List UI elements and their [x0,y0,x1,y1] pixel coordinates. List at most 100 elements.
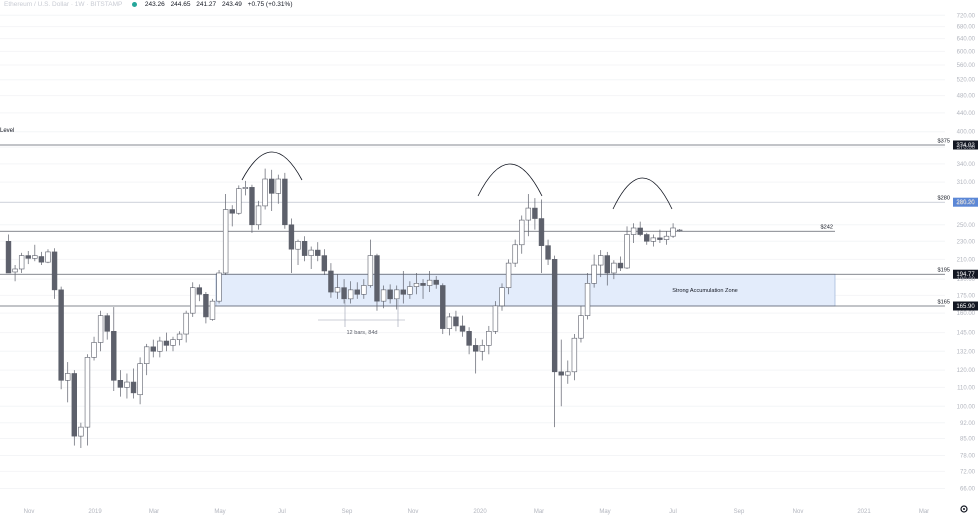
candle-body [255,205,262,226]
candle-body [137,363,143,396]
candle-body [315,249,321,256]
candle-body [203,293,209,318]
candle-body [222,209,229,274]
candle-body [209,300,216,320]
time-tick-label: Jul [669,509,677,515]
arc-drawing[interactable] [241,151,303,181]
candle-body [321,255,328,272]
time-tick-label: May [599,509,610,515]
candle-body [334,287,341,293]
candle-body [78,426,84,437]
candle-body [486,331,492,346]
candle-body [229,209,235,214]
price-tick-label: 600.00 [957,49,976,55]
time-tick-label: Nov [408,509,419,515]
price-axis[interactable]: 720.00 680.00 640.00 600.00 560.00 520.00 480.… [957,13,976,492]
level-label: $165 [938,300,950,306]
candle-body [420,283,426,286]
price-tick-label: 210.00 [957,257,976,263]
accumulation-zone-rect[interactable] [215,273,836,307]
candle-body [249,187,255,226]
time-tick-label: Mar [149,509,159,515]
time-tick-label: Nov [24,509,35,515]
candle-body [301,240,308,256]
price-tag [953,140,978,150]
candle-body [505,262,512,288]
candle-body [71,373,78,437]
candle-body [367,255,374,286]
candle-body [637,227,643,235]
accumulation-zone[interactable]: Strong Accumulation Zone [215,273,836,307]
time-tick-label: May [214,509,225,515]
time-axis[interactable]: Nov 2019 Mar May Jul Sep Nov 2020 Mar May Jul Sep No… [24,509,930,515]
price-tick-label: 480.00 [957,94,976,100]
chart-header: Ethereum / U.S. Dollar · 1W · BITSTAMP 2… [4,1,296,8]
candle-body [190,287,196,314]
candle-body [143,346,150,364]
grid [0,14,945,490]
time-tick-label: Nov [793,509,804,515]
horizontal-levels[interactable]: $375 374.02 $280 280.20 $242 $195 194.77 $165 16… [0,139,978,311]
candle-body [170,339,176,346]
candle-body [183,312,189,335]
price-tick-label: 78.00 [960,453,976,459]
candle-body [288,224,295,250]
candle-body [565,371,571,376]
candle-body [492,305,499,332]
candle-body [650,237,657,242]
arc-drawing[interactable] [612,177,673,210]
settings-gear-icon[interactable] [959,504,969,514]
candle-body [347,289,354,300]
candle-body [466,331,472,346]
candle-body [617,262,624,269]
price-tick-label: 132.00 [957,349,976,355]
high-value: 244.65 [170,1,191,8]
candle-body [295,240,301,250]
candle-body [236,188,242,214]
candle-body [25,255,31,259]
annotations[interactable]: 12 bars, 84d [241,151,673,336]
price-tick-label: 440.00 [957,111,976,117]
candle-body [433,279,439,285]
level-label: Level [0,128,15,134]
level-label: $242 [821,225,833,231]
candle-body [440,285,446,329]
price-tick-label: 400.00 [957,130,976,136]
candle-body [644,234,650,242]
price-tick-label: 310.00 [957,180,976,186]
candle-body [413,283,420,287]
candle-body [670,227,676,237]
candle-body [380,289,387,302]
candle-body [545,245,551,260]
candle-body [538,218,545,246]
candle-body [130,381,137,394]
candle-body [446,316,453,329]
time-tick-label: Sep [342,509,353,515]
symbol-title[interactable]: Ethereum / U.S. Dollar · 1W · BITSTAMP [4,1,123,8]
price-tick-label: 340.00 [957,162,976,168]
candle-body [519,219,525,246]
candle-body [512,244,518,264]
candle-body [163,340,170,346]
candle-body [584,283,591,316]
candle-body [97,315,104,343]
price-tick-label: 85.00 [960,436,976,442]
candle-body [45,251,51,263]
candle-body [275,178,281,194]
candle-body [472,345,479,352]
price-tick-label: 110.00 [957,385,976,391]
candle-body [657,237,663,240]
candle-body [426,279,433,286]
time-tick-label: Mar [919,509,929,515]
price-tick-label: 230.00 [957,239,976,245]
candle-body [282,178,288,226]
arc-drawing[interactable] [477,163,543,197]
candle-body [361,285,367,295]
time-tick-label: Jul [278,509,286,515]
candle-body [611,262,617,274]
candle-body [216,272,222,302]
time-tick-label: 2020 [473,509,487,515]
level-label: $195 [938,268,950,274]
price-tick-label: 560.00 [957,63,976,69]
